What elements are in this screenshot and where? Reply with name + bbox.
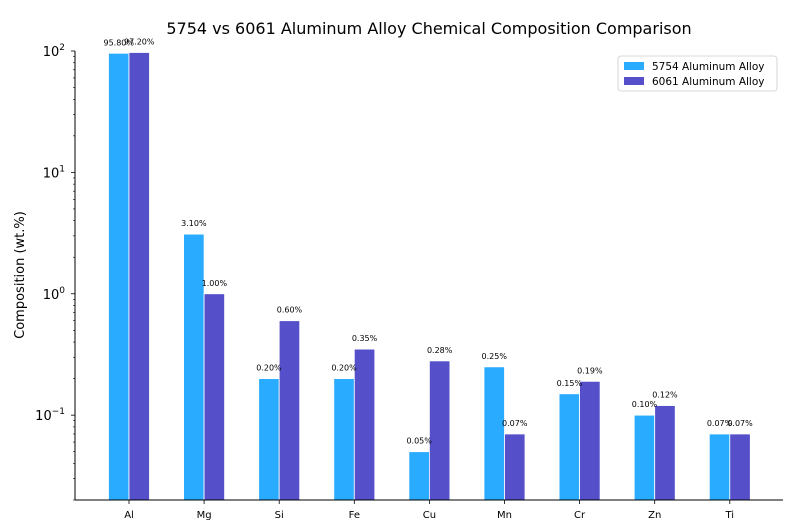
bar-value-label: 0.35%	[352, 334, 378, 343]
y-tick-label: 100	[43, 286, 66, 303]
x-tick-label: Cu	[423, 510, 436, 521]
bar-zn-5754	[633, 414, 656, 501]
bar-value-label: 97.20%	[124, 38, 155, 47]
legend-label: 5754 Aluminum Alloy	[652, 61, 765, 73]
y-axis-label: Composition (wt.%)	[13, 211, 28, 339]
x-tick-label: Al	[124, 510, 134, 521]
x-tick-label: Cr	[574, 510, 586, 521]
bar-si-6061	[278, 320, 301, 501]
bar-fe-5754	[333, 378, 355, 501]
chart-title: 5754 vs 6061 Aluminum Alloy Chemical Com…	[166, 19, 691, 38]
bar-value-label: 0.20%	[256, 364, 282, 373]
x-tick-label: Mn	[497, 510, 512, 521]
bar-mg-6061	[203, 293, 226, 501]
bar-value-label: 0.60%	[277, 306, 303, 315]
x-tick-label: Si	[275, 510, 284, 521]
bar-ti-6061	[729, 433, 751, 501]
bar-value-label: 0.28%	[427, 346, 453, 355]
bar-value-label: 0.10%	[632, 400, 658, 409]
bar-value-label: 0.15%	[557, 379, 583, 388]
y-tick-label: 10−1	[35, 407, 65, 424]
bar-cr-5754	[558, 393, 580, 501]
y-tick-label: 102	[43, 43, 65, 60]
y-tick-label: 101	[43, 164, 65, 181]
legend-swatch	[624, 62, 644, 70]
bar-value-label: 95.80%	[103, 38, 134, 47]
bar-cu-6061	[428, 360, 451, 501]
bar-ti-5754	[708, 433, 731, 501]
bar-value-label: 0.07%	[707, 419, 733, 428]
bar-value-label: 3.10%	[181, 219, 207, 228]
legend-label: 6061 Aluminum Alloy	[652, 76, 765, 88]
x-tick-label: Ti	[725, 510, 735, 521]
bar-value-label: 0.25%	[482, 352, 508, 361]
legend-swatch	[624, 77, 644, 85]
bar-value-label: 0.05%	[406, 437, 432, 446]
bar-mn-6061	[504, 433, 526, 501]
x-tick-label: Zn	[648, 510, 661, 521]
bar-mn-5754	[483, 366, 505, 501]
bar-zn-6061	[654, 405, 676, 501]
bar-al-5754	[108, 52, 130, 501]
bar-si-5754	[258, 378, 280, 501]
legend-frame	[617, 55, 778, 92]
bars-layer	[108, 52, 751, 501]
bar-cu-5754	[408, 451, 430, 501]
bar-mg-5754	[183, 233, 205, 501]
bar-cr-6061	[579, 380, 601, 501]
x-tick-label: Mg	[197, 510, 212, 521]
legend[interactable]: 5754 Aluminum Alloy 6061 Aluminum Alloy	[617, 55, 778, 92]
axes-layer: Al Mg Si Fe Cu Mn Cr Zn Ti 10−1 100 101 102	[35, 43, 783, 521]
bar-fe-6061	[353, 348, 376, 501]
bar-labels-layer: 95.80%97.20% 3.10% 1.00% 0.20% 0.60% 0.20% 0.3…	[103, 38, 753, 446]
bar-value-label: 0.19%	[577, 366, 603, 375]
x-tick-label: Fe	[349, 510, 360, 521]
bar-value-label: 0.12%	[652, 391, 678, 400]
bar-value-label: 0.07%	[502, 419, 528, 428]
bar-value-label: 0.07%	[727, 419, 753, 428]
bar-value-label: 0.20%	[331, 364, 357, 373]
bar-value-label: 1.00%	[202, 279, 228, 288]
bar-al-6061	[128, 52, 150, 501]
